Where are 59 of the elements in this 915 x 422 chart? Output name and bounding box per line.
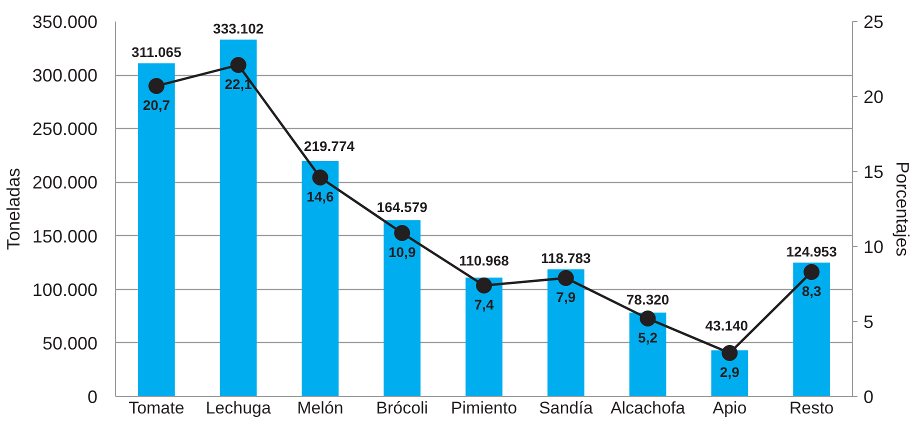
data-label: 2,9	[720, 364, 740, 380]
y-tick-label: 200.000	[32, 172, 98, 193]
x-tick-label: Lechuga	[206, 398, 272, 418]
data-label: 20,7	[142, 97, 170, 113]
bar	[384, 220, 421, 396]
bar	[547, 269, 584, 396]
data-label: 110.968	[459, 252, 510, 269]
y2-tick-label: 15	[864, 162, 884, 182]
data-label: 333.102	[213, 20, 264, 37]
bar	[793, 262, 830, 396]
y-tick-label: 300.000	[32, 66, 98, 86]
data-label: 7,9	[556, 289, 576, 305]
x-tick-label: Tomate	[128, 398, 184, 418]
y-tick-label: 100.000	[32, 280, 98, 300]
data-label: 8,3	[802, 283, 822, 299]
x-tick-label: Alcachofa	[610, 398, 686, 418]
y2-tick-label: 0	[864, 387, 874, 407]
point	[722, 345, 738, 361]
y-tick-label: 50.000	[42, 333, 98, 354]
y2-tick-label: 10	[864, 237, 884, 257]
bar	[302, 161, 339, 396]
y2-tick-label: 5	[864, 312, 874, 332]
point	[558, 270, 574, 286]
y-tick-label: 0	[87, 387, 98, 407]
data-label: 124.953	[786, 244, 838, 260]
bar	[138, 63, 175, 396]
point	[804, 264, 820, 280]
point	[476, 278, 492, 294]
data-label: 164.579	[376, 199, 428, 216]
y2-tick-label: 25	[864, 12, 884, 32]
bar	[220, 40, 257, 396]
y-tick-label: 150.000	[32, 226, 98, 246]
y-tick-label: 250.000	[32, 119, 98, 140]
data-label: 14,6	[306, 188, 334, 204]
x-tick-label: Melón	[297, 398, 344, 418]
data-label: 219.774	[304, 138, 355, 154]
y-tick-label: 350.000	[32, 12, 98, 32]
data-label: 311.065	[132, 44, 182, 60]
y2-axis-title: Porcentajes	[892, 161, 913, 257]
point	[394, 225, 410, 241]
data-label: 10,9	[388, 244, 416, 260]
data-label: 78.320	[626, 292, 670, 308]
data-label: 43.140	[705, 317, 748, 334]
data-label: 118.783	[540, 250, 592, 266]
y-axis-title: Toneladas	[3, 168, 24, 250]
point	[230, 57, 246, 73]
data-label: 22,1	[224, 76, 252, 92]
data-label: 7,4	[474, 296, 494, 312]
x-tick-label: Resto	[789, 398, 834, 418]
point	[312, 170, 328, 186]
y2-tick-label: 20	[864, 87, 884, 107]
point	[148, 78, 164, 94]
point	[640, 310, 656, 326]
x-tick-label: Apio	[712, 398, 747, 418]
x-tick-label: Sandía	[538, 398, 594, 418]
x-tick-label: Brócoli	[376, 398, 428, 418]
x-tick-label: Pimiento	[450, 398, 518, 418]
bar	[466, 278, 502, 396]
data-label: 5,2	[638, 330, 658, 346]
